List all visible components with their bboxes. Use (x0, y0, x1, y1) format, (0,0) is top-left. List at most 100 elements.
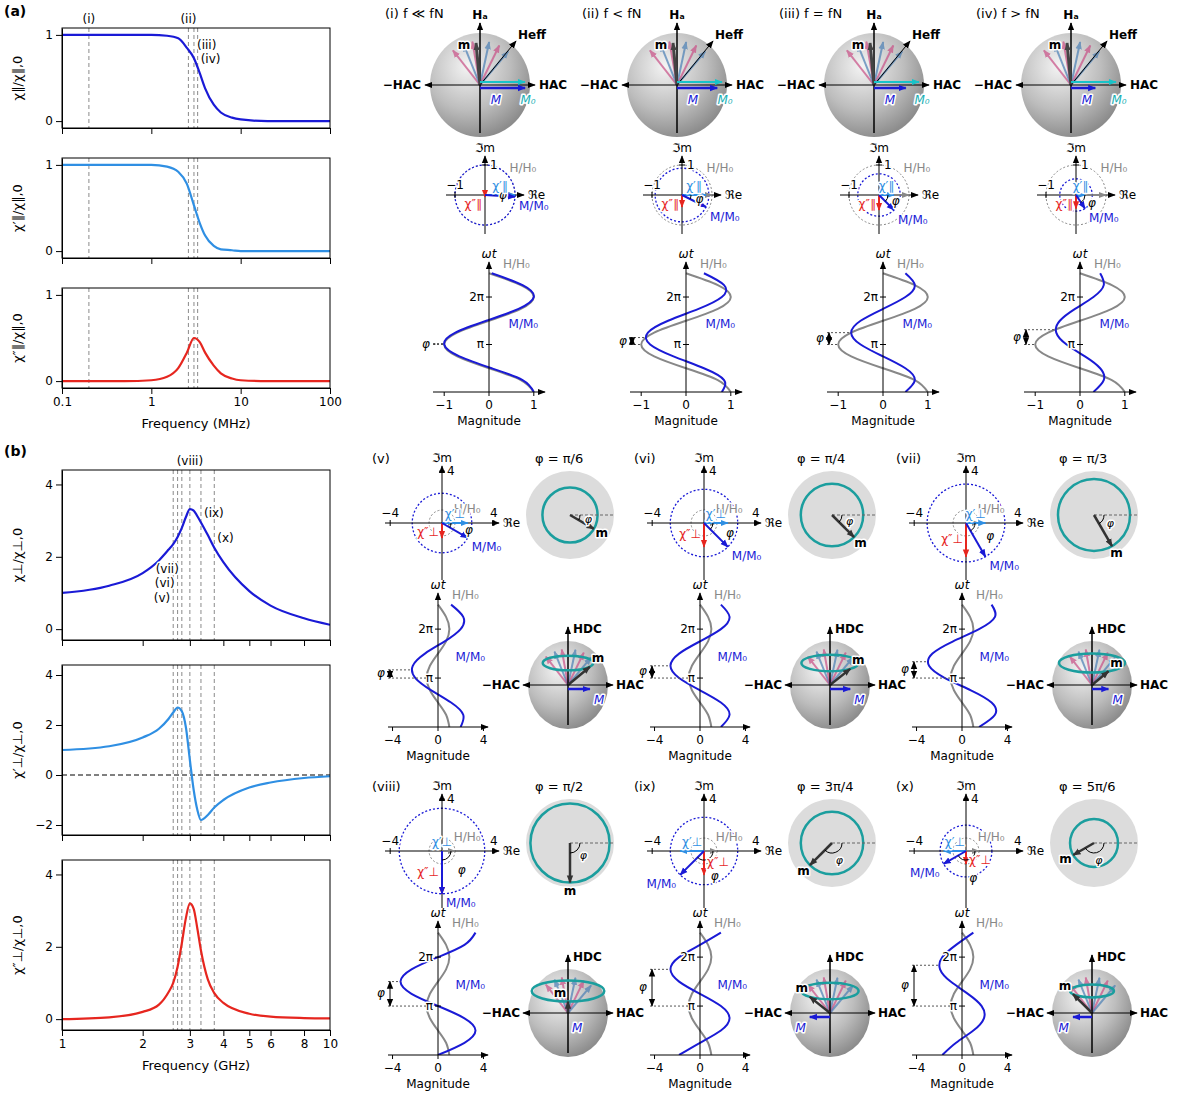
tick: 0.1 (53, 388, 72, 409)
y-axis: 01 (45, 158, 62, 258)
tick-mark (489, 392, 490, 396)
tick-label: 1 (727, 398, 735, 412)
plot-area (62, 470, 330, 640)
vector-label: M (491, 93, 502, 107)
tick-label: −4 (905, 834, 923, 848)
y-axis: 01 (45, 28, 62, 128)
tick-label: 10 (323, 1037, 338, 1051)
tick (330, 128, 331, 134)
label: H/H₀ (978, 830, 1005, 844)
chart: −2024χ′⊥/χ⊥,0 (10, 665, 331, 841)
tick-mark (914, 848, 915, 854)
ac-field (785, 684, 875, 685)
axis-title: χ⊥/χ⊥,0 (10, 528, 25, 582)
frame (62, 158, 330, 258)
tick (143, 835, 144, 841)
phase-arc (442, 851, 451, 860)
tick-label: 2 (45, 550, 53, 564)
effective-field (480, 41, 516, 85)
frame (62, 28, 330, 128)
chi-imag (878, 195, 880, 210)
tick-label: 4 (220, 1037, 228, 1051)
vector-label: M (1059, 1021, 1070, 1035)
tick-label: 2 (45, 718, 53, 732)
frame (62, 288, 330, 388)
tick: 1 (45, 28, 62, 42)
tick-mark (755, 520, 756, 526)
marker-line (188, 288, 189, 388)
tick (62, 128, 63, 134)
phase-arc (1081, 195, 1085, 202)
series-line (62, 338, 330, 381)
marker-label: (vi) (155, 576, 175, 590)
label: χ′∥ (1073, 179, 1089, 193)
axis-title: ℜe (922, 188, 939, 202)
tick: 4 (220, 1030, 228, 1051)
tick-mark (652, 848, 653, 854)
tick-mark (330, 1030, 331, 1036)
tick-mark (483, 727, 484, 731)
tick-label: −4 (381, 834, 399, 848)
tick-label: 0 (45, 114, 53, 128)
tick-mark (1073, 165, 1079, 166)
tick (304, 640, 305, 646)
tick: 1 (45, 158, 62, 172)
plot-area (62, 28, 330, 128)
phase-arc (450, 523, 451, 528)
marker-label: (ix) (204, 506, 224, 520)
tick-mark (392, 1055, 393, 1059)
ac-field (622, 84, 732, 85)
label: φ (458, 863, 466, 877)
tick: 2 (45, 940, 62, 954)
axis-title: ℑm (432, 451, 452, 465)
phase-arc (493, 195, 494, 197)
phase-arc (1085, 843, 1104, 853)
magnetization (677, 87, 717, 90)
dc-field (829, 627, 831, 725)
tick-mark (271, 1030, 272, 1036)
axis-title: ωt (482, 247, 498, 261)
tick (62, 640, 63, 646)
tick-mark (654, 1055, 655, 1059)
marker-line (88, 288, 89, 388)
phase-bracket (390, 670, 391, 678)
tick: 2 (45, 718, 62, 732)
marker-label: (x) (217, 531, 233, 545)
axis-title: χ″∥/χ∥,0 (10, 313, 25, 363)
label: M/M₀ (519, 199, 549, 213)
vector-label: Heff (518, 28, 546, 42)
tick-mark (486, 297, 492, 298)
label: H/H₀ (976, 588, 1003, 602)
vector-label: m (1049, 38, 1062, 52)
magnetization (480, 87, 525, 90)
label: χ″⊥ (707, 855, 729, 869)
label: φ (639, 980, 647, 994)
label: χ″⊥ (417, 525, 439, 539)
tick: 2 (45, 550, 62, 564)
tick-label: 2π (680, 950, 695, 964)
axis-title: Frequency (MHz) (141, 416, 250, 431)
marker-line (173, 860, 174, 1030)
tick-mark (190, 835, 191, 841)
vector-label: m (796, 981, 809, 995)
tick-mark (143, 640, 144, 646)
panel-title: (iii) f = fN (779, 6, 842, 21)
schematic-panel: (iii) f = fNHₐHeffm−HACHACMM₀ℑmℜe−11H/H₀… (777, 6, 962, 428)
panel-title: (viii) (372, 779, 401, 794)
guide-line (912, 965, 939, 966)
label: φ (696, 192, 704, 206)
precession-arrow (866, 42, 874, 85)
chart: 01χ′∥/χ∥,0 (10, 158, 331, 264)
tick-label: 2π (418, 622, 433, 636)
label: H/H₀ (1101, 161, 1128, 175)
tick-mark (330, 835, 331, 841)
magnetization-phasor (944, 851, 966, 864)
panel-title: (x) (896, 779, 914, 794)
panel-title: φ = π/2 (535, 779, 583, 794)
phase-bracket (390, 982, 391, 1006)
phase-arc (579, 515, 580, 520)
vector-label: −HAC (744, 678, 782, 692)
tick-mark (959, 678, 965, 679)
tick-label: −4 (646, 733, 664, 747)
tick-mark (916, 1055, 917, 1059)
